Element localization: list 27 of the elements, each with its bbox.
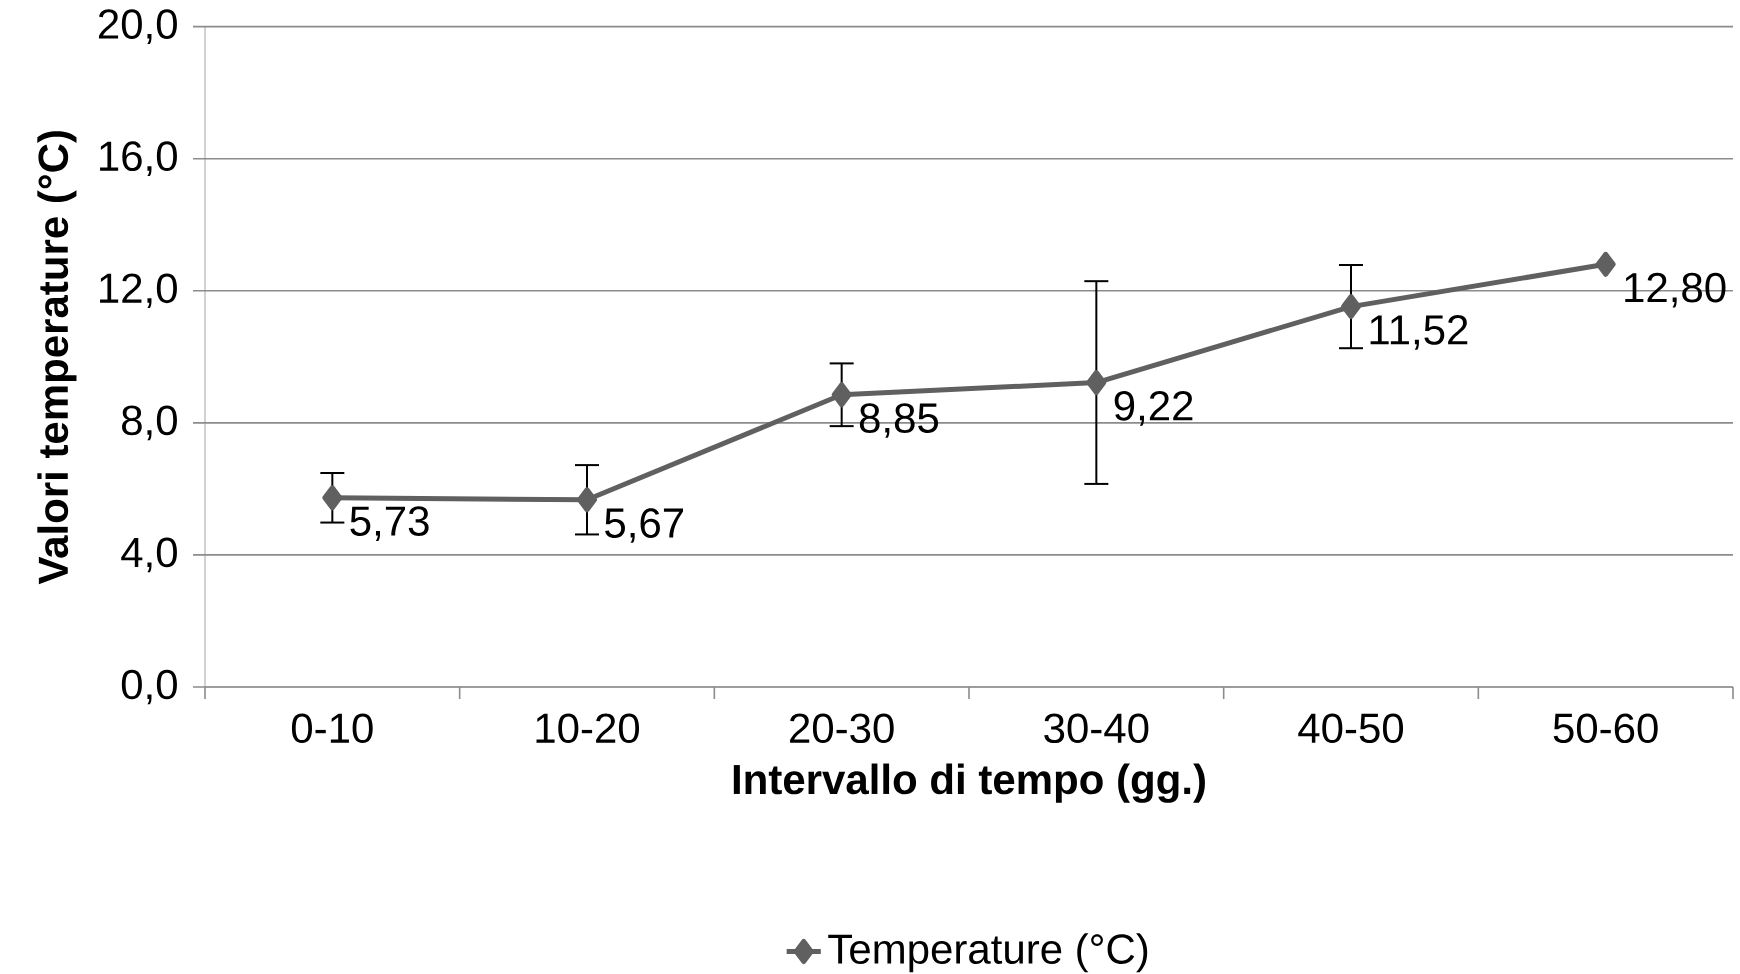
data-label: 5,73 <box>350 506 429 541</box>
y-tick-label: 8,0 <box>122 405 177 441</box>
point <box>577 487 598 513</box>
x-axis-title: Intervallo di tempo (gg.) <box>733 763 1205 803</box>
point <box>1341 294 1361 320</box>
y-axis-title: Valori temperature (°C) <box>37 131 77 585</box>
x-tick-label: 50-60 <box>1553 713 1658 744</box>
data-label: 8,85 <box>859 403 939 438</box>
x-tick-label: 0-10 <box>291 713 373 744</box>
x-tick-label: 30-40 <box>1044 713 1149 744</box>
data-label: 9,22 <box>1114 390 1193 426</box>
point <box>1595 251 1616 277</box>
x-tick-label: 20-30 <box>790 713 894 744</box>
x-tick-label: 40-50 <box>1298 713 1404 744</box>
data-label: 11,52 <box>1370 315 1468 350</box>
legend-label: Temperature (°C) <box>828 933 1148 973</box>
x-tick-label: 10-20 <box>536 713 640 744</box>
point <box>831 382 852 408</box>
y-tick-label: 12,0 <box>100 273 177 309</box>
y-tick-label: 4,0 <box>121 537 177 573</box>
point <box>1086 370 1107 396</box>
point <box>322 485 343 511</box>
data-label: 12,80 <box>1625 272 1726 308</box>
data-label: 5,67 <box>605 508 684 543</box>
y-tick-label: 16,0 <box>100 141 177 177</box>
y-tick-label: 20,0 <box>98 9 177 44</box>
y-tick-label: 0,0 <box>121 669 177 705</box>
